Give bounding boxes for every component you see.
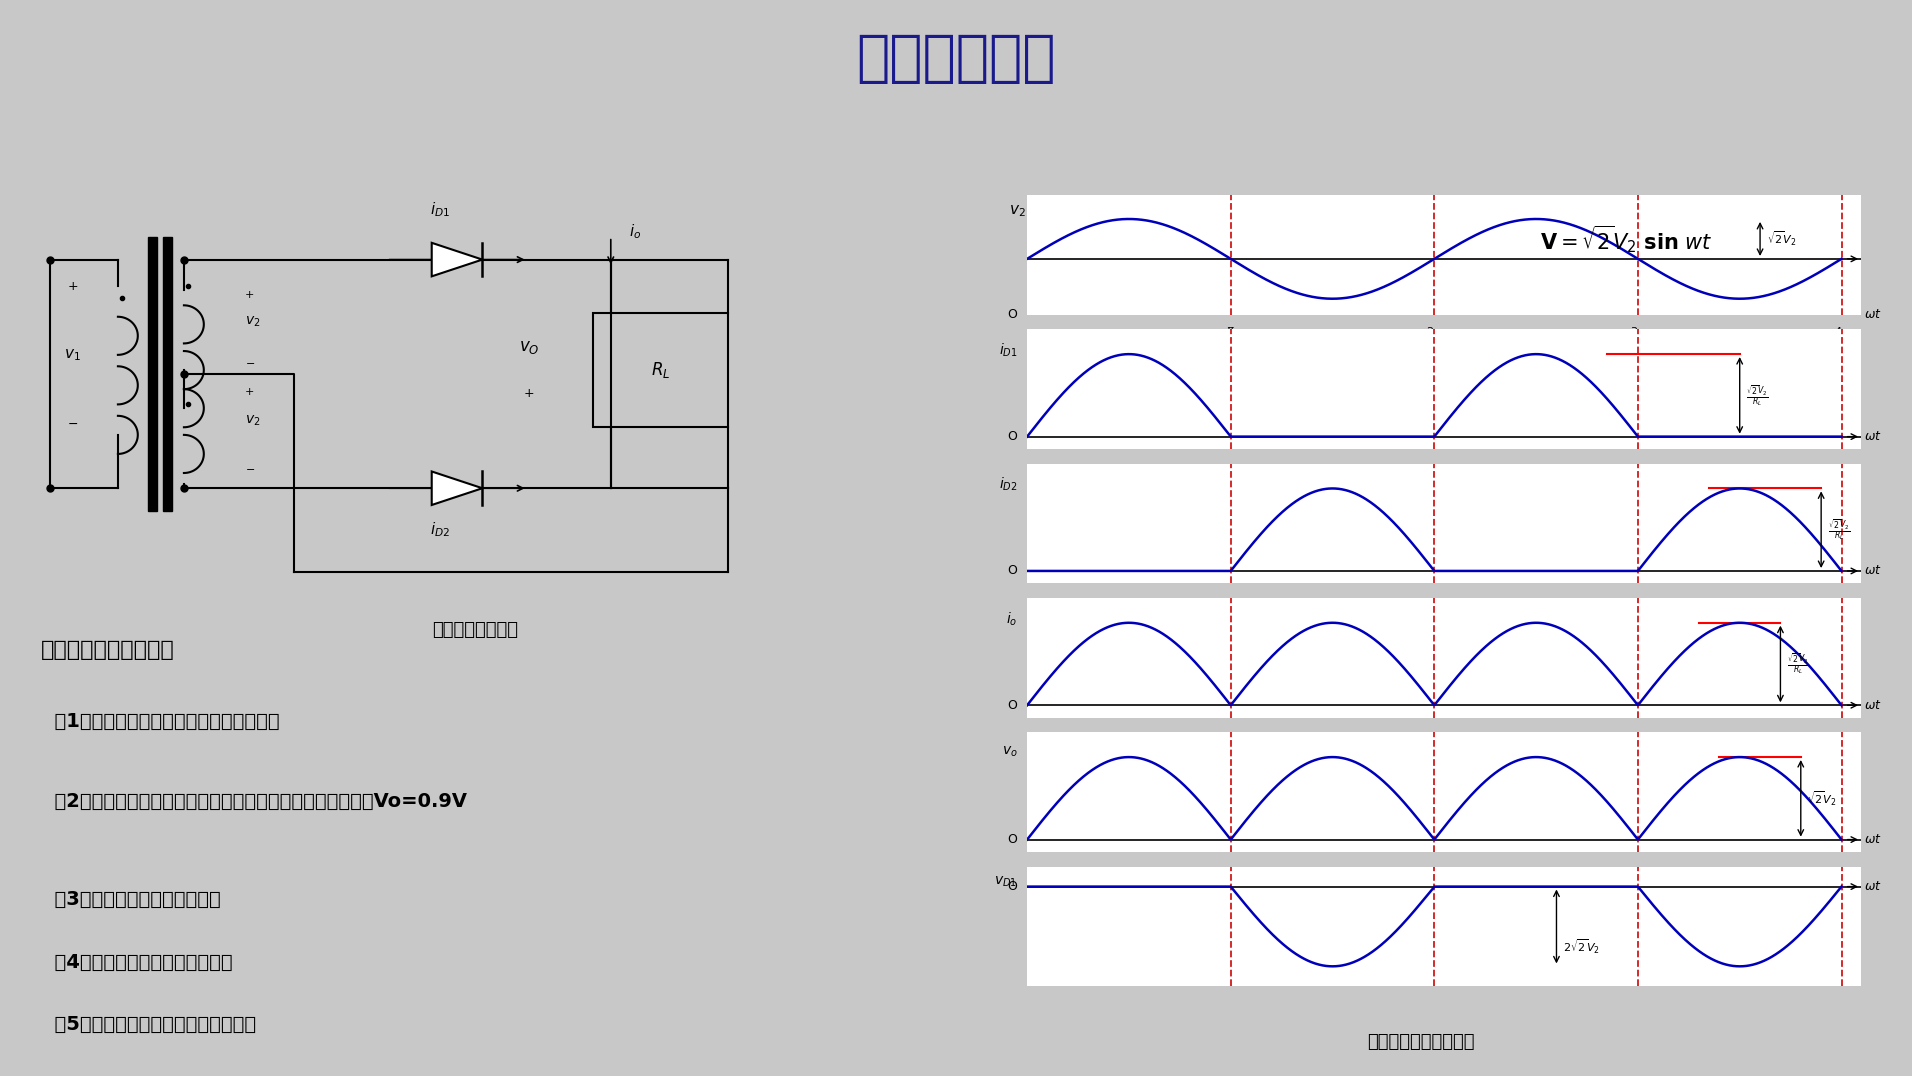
Text: +: + — [524, 386, 535, 400]
Text: O: O — [1008, 308, 1017, 321]
Text: O: O — [1008, 565, 1017, 578]
Text: $v_2$: $v_2$ — [1010, 203, 1025, 218]
Text: +: + — [245, 387, 254, 397]
Text: $v_1$: $v_1$ — [65, 348, 80, 364]
Text: $v_O$: $v_O$ — [520, 338, 539, 356]
Text: 单相全波整流电路特点: 单相全波整流电路特点 — [40, 640, 174, 660]
Text: $-$: $-$ — [245, 464, 254, 473]
Bar — [163, 237, 172, 511]
Text: （5）整流器件所承受的反向电压较高: （5）整流器件所承受的反向电压较高 — [40, 1016, 256, 1034]
Bar — [147, 237, 157, 511]
Text: （3）变压器的利用率比半波高: （3）变压器的利用率比半波高 — [40, 890, 220, 909]
Text: $v_2$: $v_2$ — [245, 413, 260, 428]
Text: +: + — [245, 289, 254, 300]
Text: $\omega t$: $\omega t$ — [1864, 880, 1881, 893]
Text: O: O — [1008, 430, 1017, 443]
Text: $\pi$: $\pi$ — [1226, 325, 1235, 335]
Text: 单相全波整流电路波形: 单相全波整流电路波形 — [1367, 1033, 1474, 1050]
Text: $i_{D1}$: $i_{D1}$ — [998, 342, 1017, 359]
Text: $v_{D1}$: $v_{D1}$ — [994, 875, 1017, 889]
Text: 单相全波整流: 单相全波整流 — [857, 32, 1055, 86]
Text: $\omega t$: $\omega t$ — [1864, 308, 1881, 321]
Text: +: + — [67, 280, 78, 293]
Text: $3\pi$: $3\pi$ — [1629, 325, 1646, 337]
Text: O: O — [1008, 698, 1017, 711]
Text: O: O — [1008, 833, 1017, 846]
Text: O: O — [1008, 880, 1017, 893]
Text: （2）整流电压脉动较小，比半波小一半。无滤波时输出电压Vo=0.9V: （2）整流电压脉动较小，比半波小一半。无滤波时输出电压Vo=0.9V — [40, 792, 467, 811]
Text: $v_o$: $v_o$ — [1002, 745, 1017, 760]
Text: $\sqrt{2}V_2$: $\sqrt{2}V_2$ — [1767, 229, 1795, 249]
Text: $i_o$: $i_o$ — [1006, 610, 1017, 627]
Bar — [593, 313, 728, 427]
Text: $i_{D1}$: $i_{D1}$ — [430, 200, 449, 218]
Text: $\mathbf{V} = \sqrt{2}V_2\ \mathbf{sin}\ \mathit{wt}$: $\mathbf{V} = \sqrt{2}V_2\ \mathbf{sin}\… — [1541, 223, 1713, 255]
Text: 单相全波整流电路: 单相全波整流电路 — [432, 621, 518, 639]
Text: $i_{D2}$: $i_{D2}$ — [430, 520, 449, 539]
Text: $\frac{\sqrt{2}V_2}{R_L}$: $\frac{\sqrt{2}V_2}{R_L}$ — [1788, 652, 1809, 676]
Text: $2\pi$: $2\pi$ — [1426, 325, 1442, 337]
Text: $4\pi$: $4\pi$ — [1834, 325, 1849, 337]
Text: $\frac{\sqrt{2}V_2}{R_L}$: $\frac{\sqrt{2}V_2}{R_L}$ — [1746, 383, 1769, 408]
Polygon shape — [432, 243, 482, 277]
Text: $R_L$: $R_L$ — [650, 360, 671, 380]
Polygon shape — [432, 471, 482, 505]
Text: $-$: $-$ — [245, 357, 254, 367]
Text: $\sqrt{2}V_2$: $\sqrt{2}V_2$ — [1807, 789, 1837, 808]
Text: $i_o$: $i_o$ — [629, 223, 641, 241]
Text: （4）变压器二次绕组需中心抽头: （4）变压器二次绕组需中心抽头 — [40, 952, 233, 972]
Text: $2\sqrt{2}V_2$: $2\sqrt{2}V_2$ — [1562, 937, 1600, 955]
Text: $-$: $-$ — [67, 417, 78, 430]
Text: $v_2$: $v_2$ — [245, 314, 260, 329]
Text: （1）使用的整流器件较半波整流时多一倍: （1）使用的整流器件较半波整流时多一倍 — [40, 711, 279, 731]
Text: $\omega t$: $\omega t$ — [1864, 565, 1881, 578]
Text: $\omega t$: $\omega t$ — [1864, 430, 1881, 443]
Text: $\frac{\sqrt{2}V_2}{R_L}$: $\frac{\sqrt{2}V_2}{R_L}$ — [1828, 518, 1849, 542]
Text: $\omega t$: $\omega t$ — [1864, 698, 1881, 711]
Text: $\omega t$: $\omega t$ — [1864, 833, 1881, 846]
Text: $i_{D2}$: $i_{D2}$ — [998, 476, 1017, 494]
